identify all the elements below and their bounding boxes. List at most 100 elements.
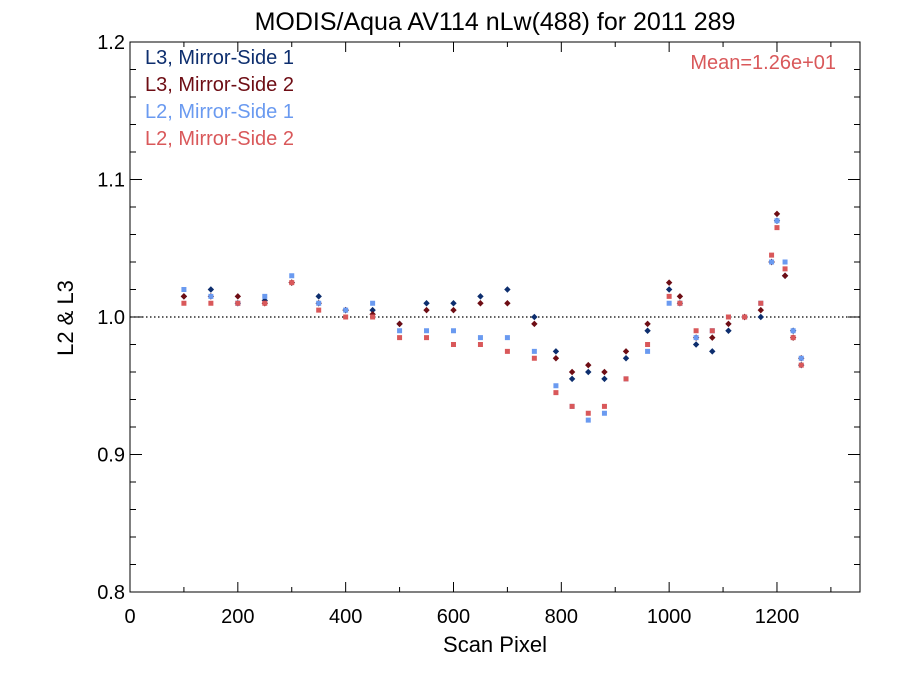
legend-entry-l3-ms1: L3, Mirror-Side 1 (145, 47, 294, 69)
y-tick-label: 0.9 (97, 445, 125, 467)
series-3-point (370, 314, 376, 320)
series-2-point (782, 259, 788, 265)
series-3-point (397, 335, 403, 341)
series-2-point (553, 383, 559, 389)
series-1-point (622, 348, 630, 355)
series-3-point (262, 300, 268, 306)
y-tick-label: 1.1 (97, 170, 125, 192)
series-3-point (666, 293, 672, 299)
x-tick-label: 200 (221, 606, 254, 628)
series-1-point (477, 300, 484, 307)
series-3-point (569, 403, 575, 409)
series-0-point (450, 300, 457, 307)
series-1-point (504, 300, 511, 307)
y-tick-label: 1.0 (97, 307, 125, 329)
series-3-point (343, 314, 349, 320)
series-0-point (504, 286, 511, 293)
series-3-point (553, 390, 559, 396)
x-tick-label: 600 (437, 606, 470, 628)
series-0-point (568, 375, 576, 383)
series-0-point (531, 313, 538, 321)
series-3-point (424, 335, 430, 341)
series-2-point (208, 293, 214, 299)
series-3-point (585, 410, 591, 416)
series-2-point (343, 307, 349, 313)
series-0-point (552, 348, 560, 355)
series-1-point (644, 320, 651, 328)
series-3-point (677, 300, 683, 306)
series-2-point (397, 328, 403, 334)
series-2-point (693, 335, 699, 341)
series-3-point (450, 342, 456, 347)
chart-title: MODIS/Aqua AV114 nLw(488) for 2011 289 (255, 8, 736, 36)
series-0-point (644, 327, 651, 334)
series-0-point (601, 375, 608, 383)
series-2-point (181, 287, 187, 292)
series-2-point (774, 218, 780, 224)
series-3-point (531, 355, 537, 361)
series-3-point (725, 314, 731, 320)
series-2-point (450, 328, 456, 334)
series-3-point (774, 225, 780, 231)
series-2-point (601, 410, 607, 416)
series-3-point (782, 266, 788, 272)
series-2-point (798, 355, 804, 361)
series-2-point (504, 335, 510, 341)
series-1-point (781, 272, 789, 279)
x-tick-label: 800 (545, 606, 578, 628)
series-3-point (623, 376, 629, 382)
series-3-point (709, 328, 715, 334)
series-1-point (531, 320, 538, 328)
series-0-point (315, 293, 322, 300)
series-1-point (234, 293, 242, 300)
series-1-point (709, 334, 716, 341)
y-axis-label: L2 & L3 (53, 280, 78, 356)
legend: L3, Mirror-Side 1 L3, Mirror-Side 2 L2, … (145, 47, 294, 150)
series-3-point (477, 342, 483, 347)
series-0-point (585, 368, 592, 376)
series-2-point (666, 300, 672, 306)
series-1-point (585, 361, 592, 369)
series-3-point (798, 362, 804, 368)
series-2-point (262, 293, 268, 299)
series-1-point (552, 355, 560, 362)
series-1-point (396, 320, 403, 328)
series-2-point (424, 328, 430, 334)
series-3-point (758, 300, 764, 306)
series-2-point (370, 300, 376, 306)
series-0-point (709, 348, 716, 355)
x-axis-label: Scan Pixel (443, 632, 547, 657)
y-tick-label: 1.2 (97, 32, 125, 54)
legend-entry-l2-ms1: L2, Mirror-Side 1 (145, 101, 294, 123)
series-3-point (316, 307, 322, 313)
legend-entry-l3-ms2: L3, Mirror-Side 2 (145, 74, 294, 96)
series-3-point (790, 335, 796, 341)
series-2-point (289, 273, 295, 279)
series-0-point (757, 313, 764, 321)
series-0-point (207, 286, 215, 293)
series-1-point (450, 306, 457, 314)
series-2-point (531, 348, 537, 354)
series-0-point (423, 300, 430, 307)
series-2-point (477, 335, 483, 341)
y-tick-label: 0.8 (97, 582, 125, 604)
series-3-point (645, 342, 651, 347)
series-1-point (180, 293, 188, 300)
x-tick-label: 400 (329, 606, 362, 628)
series-3-point (601, 403, 607, 409)
series-0-point (665, 286, 673, 293)
x-tick-label: 1000 (647, 606, 692, 628)
series-3-point (693, 328, 699, 334)
x-tick-label: 0 (124, 606, 135, 628)
series-0-point (725, 327, 732, 334)
series-1-point (773, 210, 781, 218)
series-3-point (289, 280, 295, 286)
series-2-point (645, 348, 651, 354)
series-1-point (601, 368, 608, 376)
series-3-point (504, 348, 510, 354)
series-0-point (622, 355, 630, 362)
annotation-mean: Mean=1.26e+01 (690, 52, 836, 74)
series-2-point (585, 417, 591, 423)
series-3-point (181, 300, 187, 306)
